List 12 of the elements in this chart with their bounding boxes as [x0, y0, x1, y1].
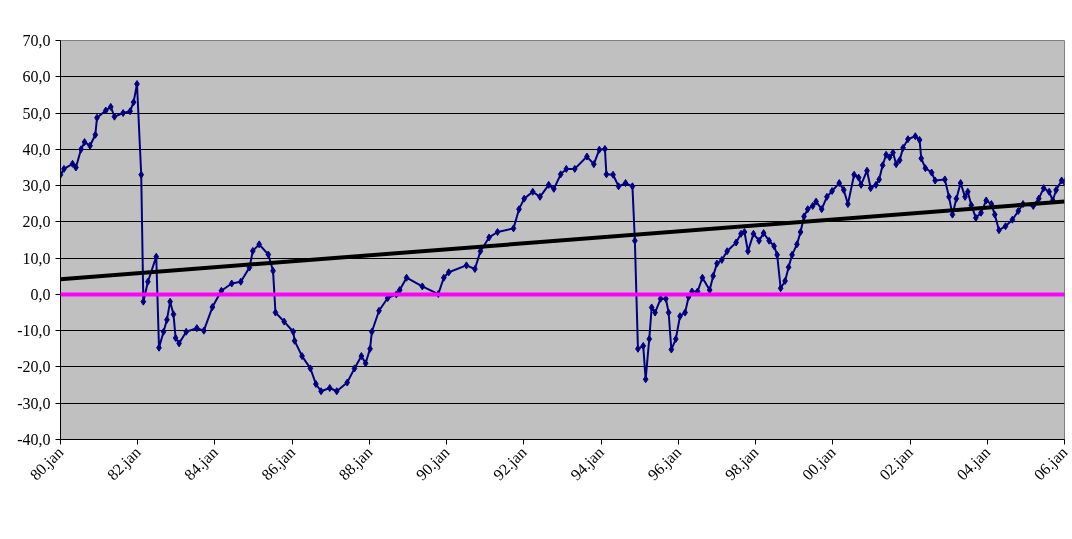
y-tick-label: 30,0: [22, 177, 51, 195]
y-tick-label: 60,0: [22, 68, 51, 86]
y-tick-label: 0,0: [30, 285, 51, 303]
y-tick-label: -40,0: [17, 431, 51, 448]
y-tick-label: 40,0: [22, 140, 51, 158]
y-tick-label: -10,0: [17, 322, 51, 340]
y-tick-label: -20,0: [17, 358, 51, 376]
y-tick-label: 50,0: [22, 104, 51, 122]
y-tick-label: 20,0: [22, 213, 51, 231]
y-tick-label: 70,0: [22, 32, 51, 49]
y-tick-label: -30,0: [17, 394, 51, 412]
y-tick-label: 10,0: [22, 249, 51, 267]
